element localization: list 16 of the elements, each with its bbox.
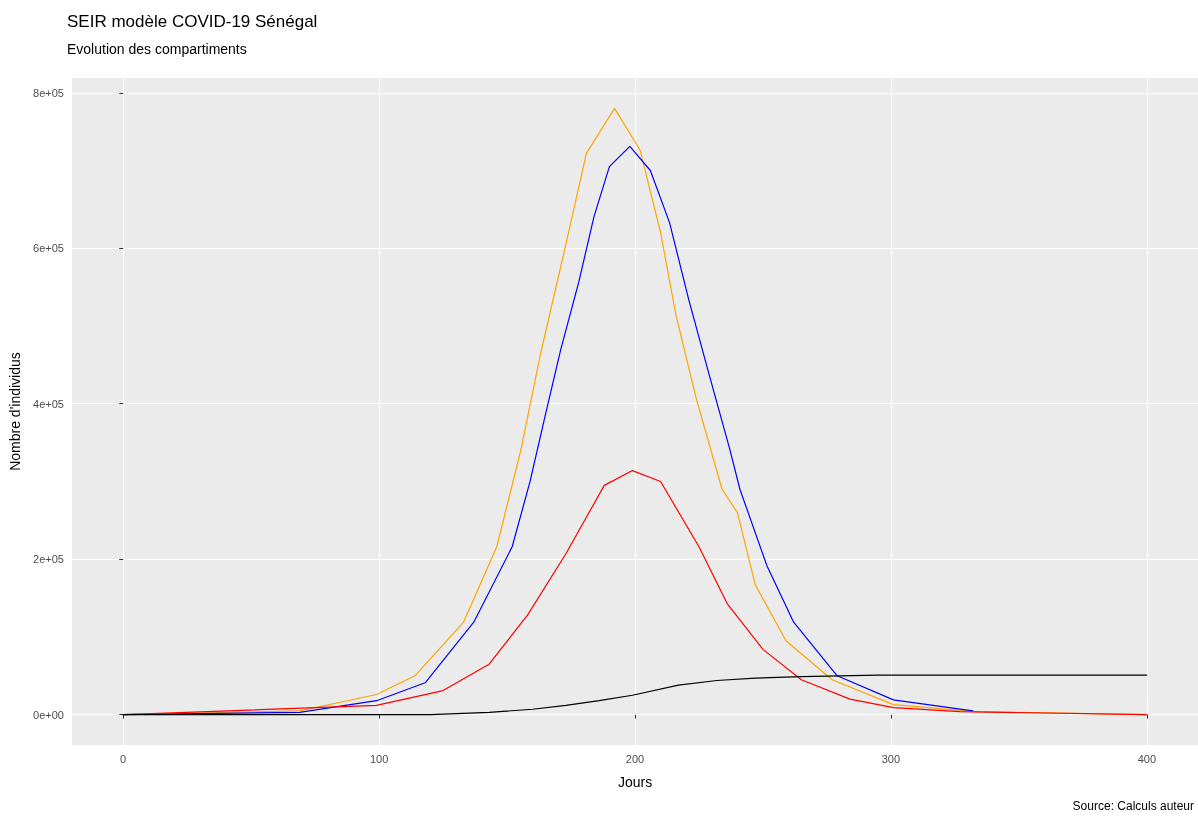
y-tick-label: 6e+05 bbox=[33, 242, 64, 255]
y-tick-label: 0e+00 bbox=[33, 708, 64, 721]
x-tick-label: 0 bbox=[120, 752, 127, 765]
x-tick-label: 400 bbox=[1137, 752, 1156, 765]
x-axis-title: Jours bbox=[617, 774, 653, 790]
x-tick-label: 100 bbox=[369, 752, 389, 765]
source-note: Source: Calculs auteur bbox=[1072, 799, 1195, 813]
y-tick-label: 4e+05 bbox=[33, 397, 64, 410]
y-tick-label: 8e+05 bbox=[33, 86, 64, 99]
x-tick-label: 200 bbox=[625, 752, 645, 765]
chart-title: SEIR modèle COVID-19 Sénégal bbox=[67, 12, 318, 31]
chart-subtitle: Evolution des compartiments bbox=[67, 41, 247, 57]
x-tick-label: 300 bbox=[881, 752, 901, 765]
y-axis-title: Nombre d'individus bbox=[7, 352, 23, 471]
line-series bbox=[122, 674, 1148, 716]
y-tick-label: 2e+05 bbox=[33, 553, 64, 566]
